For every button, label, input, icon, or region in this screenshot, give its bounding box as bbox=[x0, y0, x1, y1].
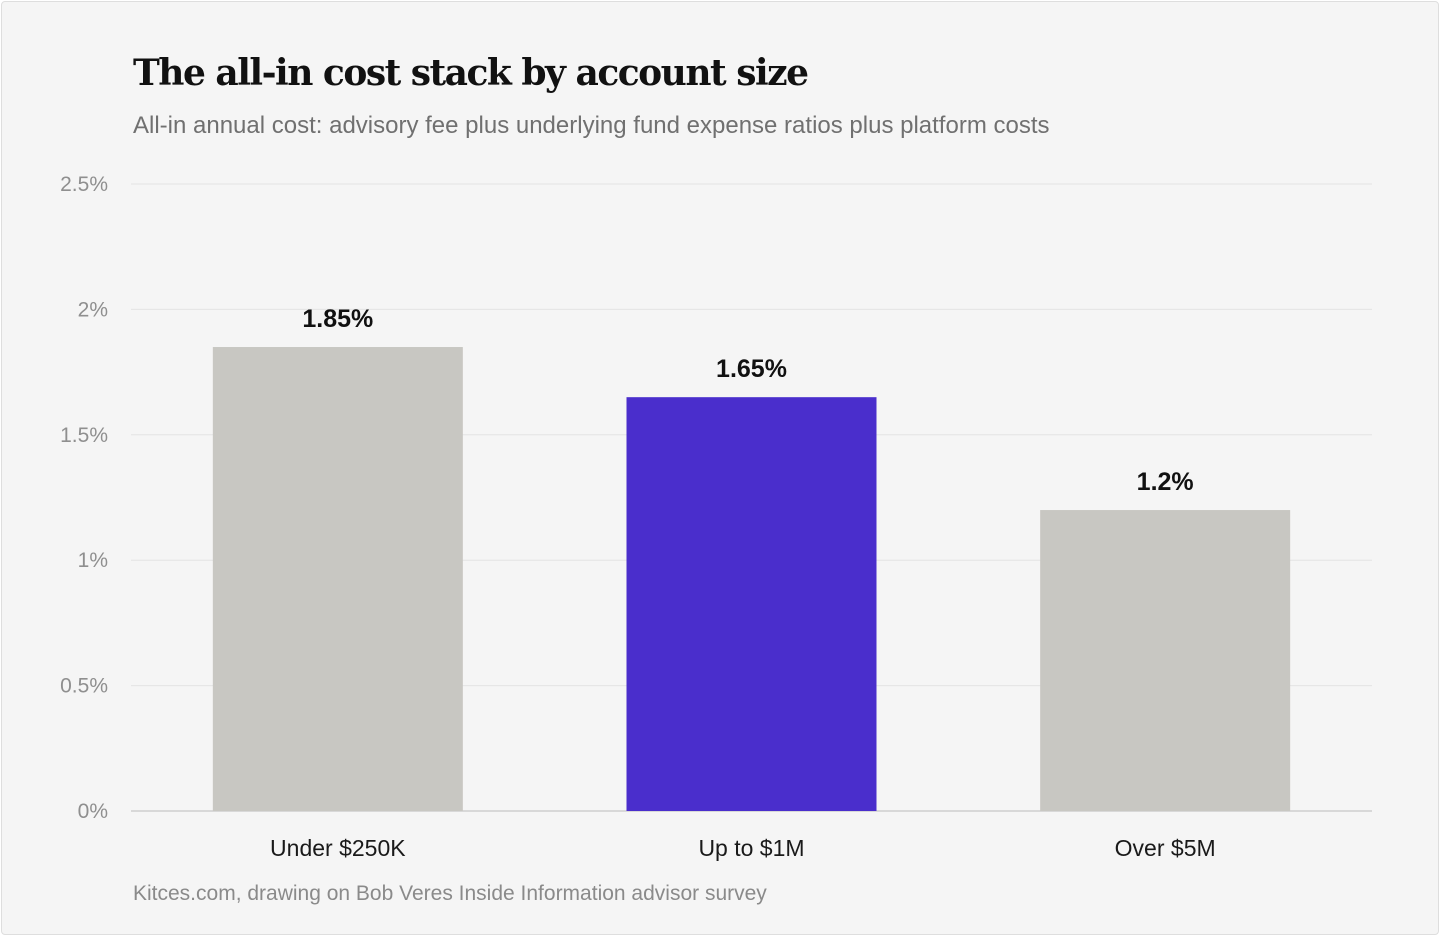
bar-value-label: 1.85% bbox=[302, 305, 373, 333]
bar-value-label: 1.65% bbox=[716, 355, 787, 383]
bar bbox=[212, 347, 463, 811]
chart-title: The all-in cost stack by account size bbox=[133, 52, 809, 94]
bar bbox=[1040, 510, 1291, 811]
chart-source: Kitces.com, drawing on Bob Veres Inside … bbox=[133, 882, 767, 905]
bar-value-label: 1.2% bbox=[1137, 468, 1194, 496]
x-category-label: Up to $1M bbox=[698, 835, 804, 861]
y-tick-label: 1% bbox=[78, 549, 108, 572]
chart-subtitle: All-in annual cost: advisory fee plus un… bbox=[133, 112, 1050, 139]
x-category-label: Over $5M bbox=[1115, 835, 1216, 861]
y-tick-label: 2% bbox=[78, 298, 108, 321]
y-tick-label: 1.5% bbox=[60, 424, 108, 447]
y-tick-label: 0.5% bbox=[60, 675, 108, 698]
bar bbox=[626, 397, 877, 811]
y-tick-label: 0% bbox=[78, 800, 108, 823]
x-category-label: Under $250K bbox=[270, 835, 406, 861]
y-tick-label: 2.5% bbox=[60, 173, 108, 196]
